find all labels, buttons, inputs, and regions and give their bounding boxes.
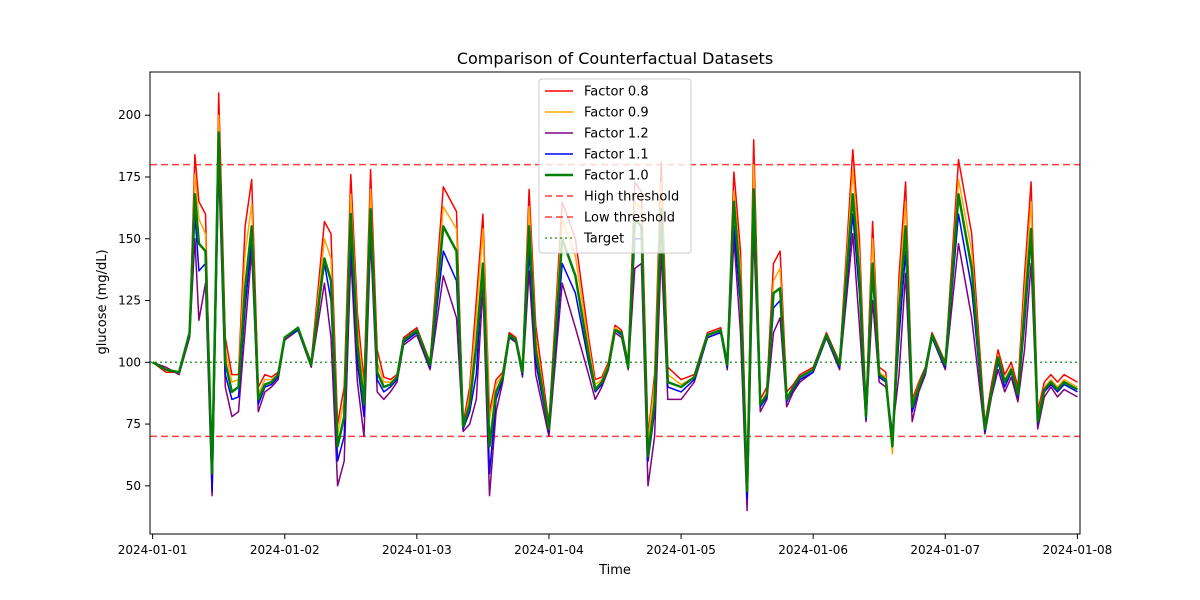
legend-label: Factor 1.1: [584, 148, 649, 163]
x-tick-label: 2024-01-05: [646, 543, 716, 557]
legend-label: Target: [583, 232, 624, 247]
legend-label: Factor 0.8: [584, 85, 649, 100]
x-tick-label: 2024-01-06: [778, 543, 848, 557]
y-tick-label: 125: [118, 294, 141, 308]
x-axis-label: Time: [598, 563, 631, 578]
series-lines: [151, 92, 1079, 512]
x-tick-label: 2024-01-04: [514, 543, 584, 557]
legend-label: High threshold: [584, 190, 679, 205]
x-tick-label: 2024-01-02: [250, 543, 320, 557]
plot-frame: [149, 71, 1081, 535]
y-axis-label: glucose (mg/dL): [95, 249, 110, 354]
y-tick-label: 150: [118, 232, 141, 246]
y-axis-ticks: 50 75 100 125 150 175 200: [118, 108, 150, 493]
x-tick-label: 2024-01-07: [910, 543, 980, 557]
y-tick-label: 75: [126, 417, 141, 431]
legend: Factor 0.8 Factor 0.9 Factor 1.2 Factor 1.1…: [538, 78, 692, 254]
legend-box: [538, 78, 692, 254]
legend-label: Factor 1.0: [584, 169, 649, 184]
x-tick-label: 2024-01-03: [382, 543, 452, 557]
legend-label: Factor 1.2: [584, 127, 649, 142]
y-tick-label: 200: [118, 108, 141, 122]
x-axis-ticks: 2024-01-01 2024-01-02 2024-01-03 2024-01-04…: [118, 534, 1112, 557]
y-tick-label: 175: [118, 170, 141, 184]
y-tick-label: 100: [118, 355, 141, 369]
x-tick-label: 2024-01-01: [118, 543, 188, 557]
x-tick-label: 2024-01-08: [1042, 543, 1112, 557]
legend-label: Factor 0.9: [584, 106, 649, 121]
series-line-factor-1-0: [151, 131, 1079, 493]
legend-label: Low threshold: [584, 211, 675, 226]
chart-title: Comparison of Counterfactual Datasets: [457, 49, 773, 68]
y-tick-label: 50: [126, 479, 141, 493]
